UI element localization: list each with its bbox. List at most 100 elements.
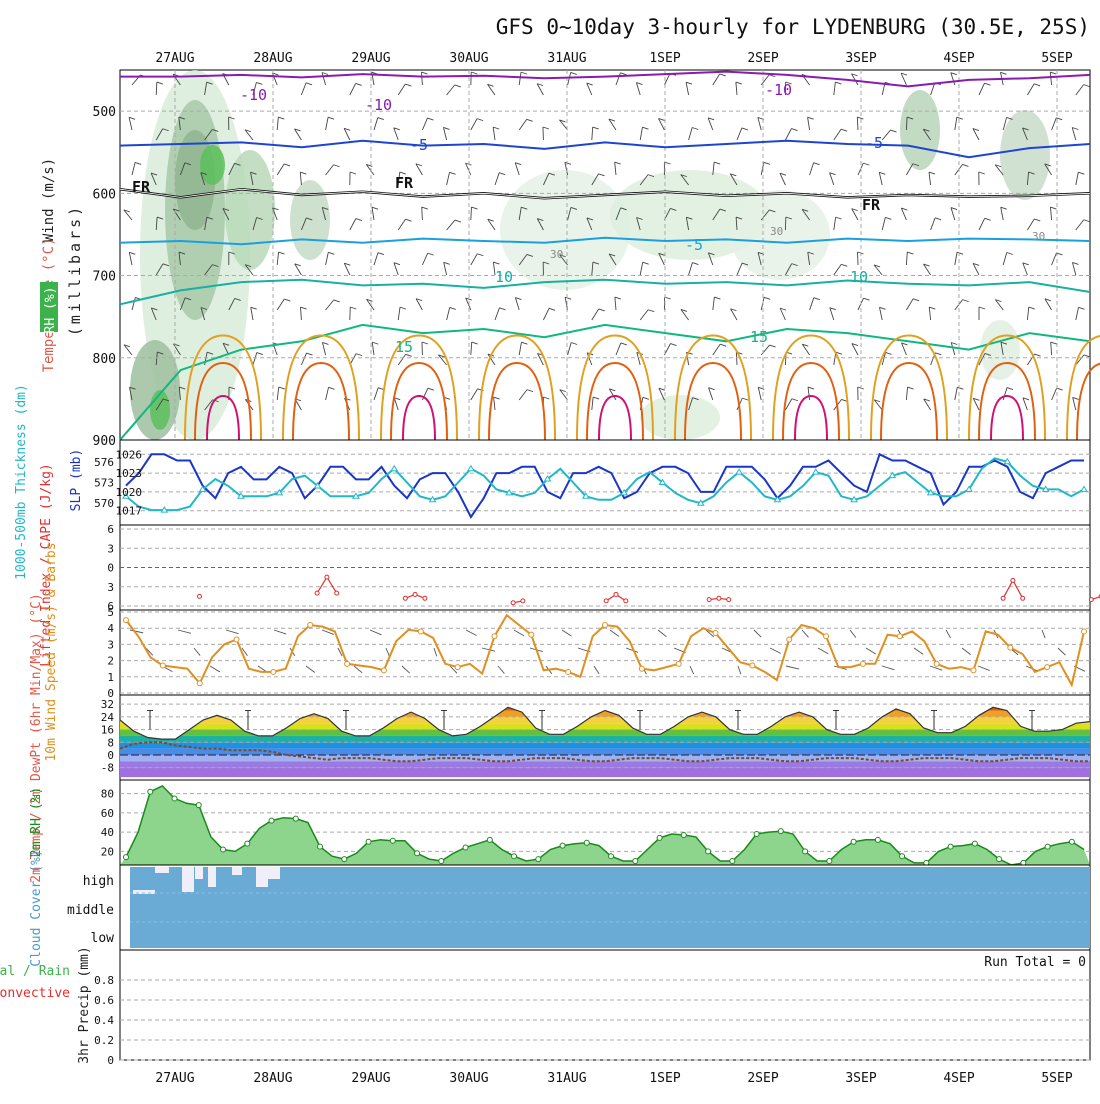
cloud-fill — [130, 867, 1090, 948]
rh-point — [1069, 839, 1074, 844]
wind-speed-line-marker — [603, 622, 608, 627]
thickness-tick-label: 573 — [94, 477, 114, 490]
wind-speed-line-marker — [639, 666, 644, 671]
wind-speed-line-marker — [308, 622, 313, 627]
rh-point — [997, 857, 1002, 862]
wind-speed-line-marker — [492, 634, 497, 639]
cloud-gap — [232, 867, 242, 875]
cloud-gap — [155, 867, 169, 873]
lifted-index-point — [1089, 598, 1093, 602]
wind-tick-label: 3 — [107, 638, 114, 651]
rh-point — [851, 839, 856, 844]
rh-point — [124, 855, 129, 860]
rh-blob — [1000, 110, 1050, 200]
isotherm-label: -5 — [865, 134, 883, 152]
lifted-index-point — [511, 601, 515, 605]
cloud-level-label: middle — [67, 903, 114, 918]
wind-tick-label: 4 — [107, 622, 114, 635]
temp-tick-label: 32 — [101, 698, 114, 711]
date-label-top: 4SEP — [943, 51, 974, 66]
rh-point — [803, 849, 808, 854]
rh-blob — [980, 320, 1020, 380]
precip-tick-label: 0.8 — [94, 974, 114, 987]
thickness-tick-label: 576 — [94, 456, 114, 469]
precip-tick-label: 0.6 — [94, 994, 114, 1007]
rh-point — [269, 818, 274, 823]
date-label-bottom: 2SEP — [747, 1071, 778, 1086]
lifted-index-point — [604, 599, 608, 603]
date-label-top: 28AUG — [253, 51, 292, 66]
date-label-bottom: 28AUG — [253, 1071, 292, 1086]
date-label-bottom: 1SEP — [649, 1071, 680, 1086]
rh-label: RH (%) — [43, 287, 58, 334]
rh-point — [463, 845, 468, 850]
rh-point — [172, 796, 177, 801]
rh-point — [875, 837, 880, 842]
rh-point — [778, 829, 783, 834]
li-tick-label: 3 — [107, 581, 114, 594]
wind-speed-line-marker — [750, 663, 755, 668]
cloud-level-label: low — [91, 931, 115, 946]
isotherm-label: -10 — [240, 86, 267, 104]
cloud-label: Cloud Cover (%) — [29, 849, 44, 966]
temp-band — [120, 755, 1090, 761]
isotherm-label: FR — [395, 174, 414, 192]
temp-tick-label: 0 — [107, 749, 114, 762]
precip-label: 3hr Precip (mm) — [77, 946, 92, 1063]
rh-point — [293, 816, 298, 821]
wind-speed-line-marker — [381, 668, 386, 673]
rh-point — [584, 840, 589, 845]
cloud-gap — [195, 867, 203, 879]
pressure-axis-label: (millibars) — [66, 204, 84, 336]
precip-tick-label: 0.4 — [94, 1014, 114, 1027]
temp-tick-label: 24 — [101, 711, 115, 724]
rh-tick-label: 20 — [101, 845, 114, 858]
rh-point — [609, 854, 614, 859]
lifted-index-point — [335, 591, 339, 595]
rh-point — [706, 849, 711, 854]
lifted-index-point — [325, 575, 329, 579]
wind-speed-line-marker — [418, 629, 423, 634]
lifted-index-point — [717, 596, 721, 600]
rh-point — [1045, 844, 1050, 849]
rh-point — [487, 837, 492, 842]
slp-label: SLP (mb) — [69, 449, 84, 512]
slp-tick-label: 1017 — [116, 505, 143, 518]
cloud-fill-rect — [130, 867, 1090, 948]
wind-speed-line-marker — [1008, 645, 1013, 650]
rh-point — [948, 844, 953, 849]
li-tick-label: 6 — [107, 523, 114, 536]
wind-tick-label: 2 — [107, 655, 114, 668]
thickness-tick-label: 570 — [94, 497, 114, 510]
lifted-index-point — [1021, 596, 1025, 600]
li-tick-label: 0 — [107, 562, 114, 575]
rh-point — [221, 847, 226, 852]
isotherm-label: -5 — [685, 236, 703, 254]
convective-label: Convective — [0, 986, 70, 1001]
wind-speed-line-marker — [1045, 665, 1050, 670]
slp-tick-label: 1026 — [116, 448, 143, 461]
wind-speed-line-marker — [676, 661, 681, 666]
rh-point — [366, 839, 371, 844]
upper-air-side-label: Wind (m/s) Temperature (°C) — [41, 158, 57, 373]
date-label-bottom: 30AUG — [449, 1071, 488, 1086]
chart-title: GFS 0~10day 3-hourly for LYDENBURG (30.5… — [496, 15, 1090, 39]
rh-blob — [290, 180, 330, 260]
wind-speed-line-marker — [897, 634, 902, 639]
rh-point — [342, 857, 347, 862]
rh-point — [196, 803, 201, 808]
wind-speed-line-marker — [1082, 629, 1087, 634]
lifted-index-point — [403, 596, 407, 600]
wind-speed-line-marker — [197, 681, 202, 686]
lifted-index-point — [423, 596, 427, 600]
date-label-top: 5SEP — [1041, 51, 1072, 66]
lifted-index-point — [198, 594, 202, 598]
isotherm-label: FR — [862, 196, 881, 214]
rh-point — [827, 859, 832, 864]
rh-point — [730, 859, 735, 864]
pressure-tick-label: 500 — [93, 105, 116, 120]
